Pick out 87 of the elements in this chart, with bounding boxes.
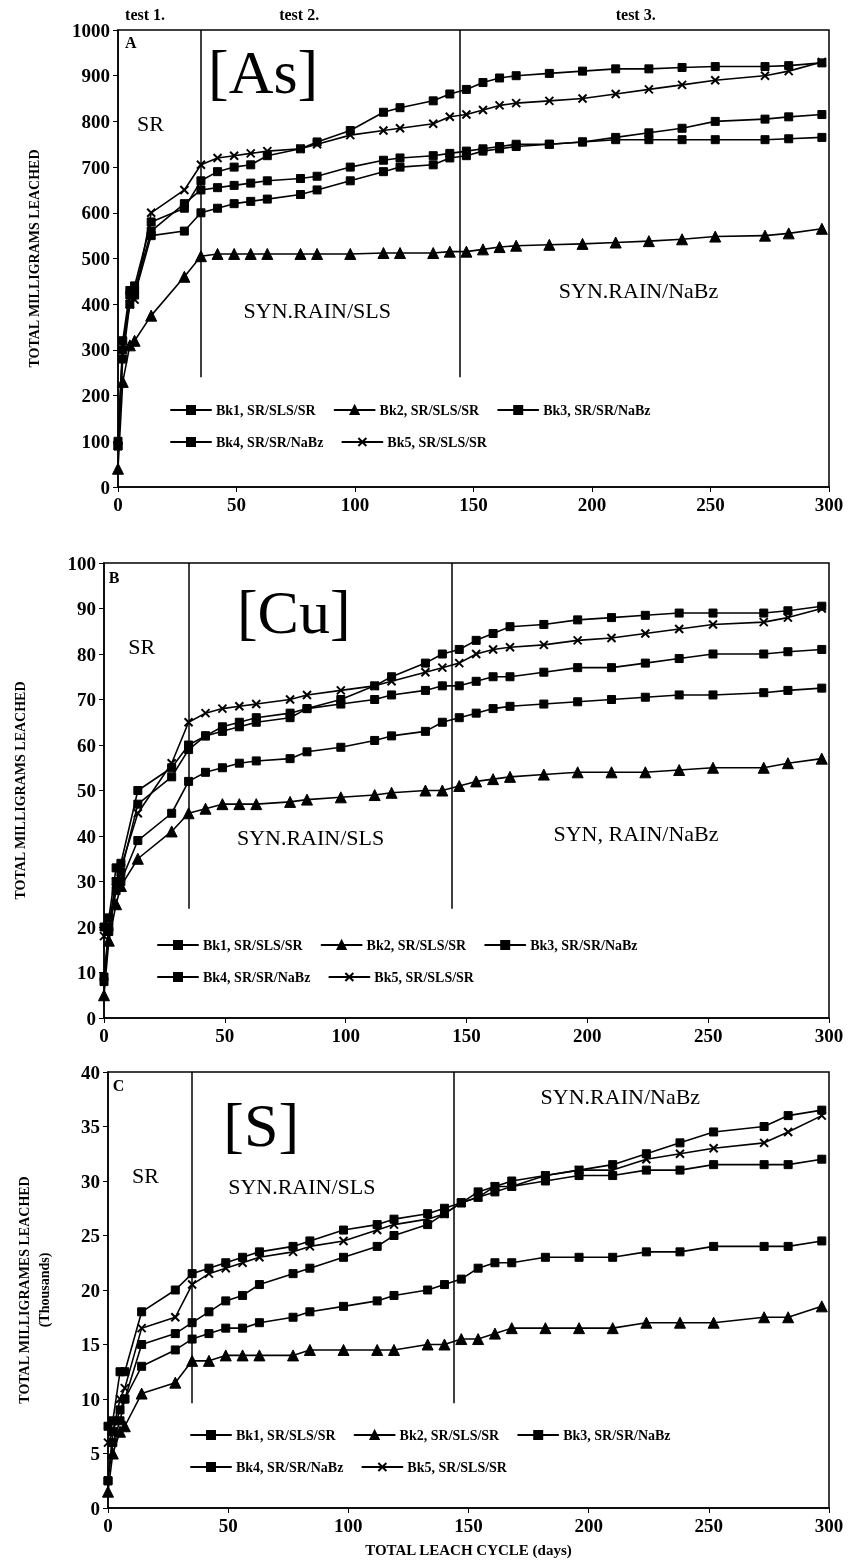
y-tick-label: 600 <box>81 202 110 224</box>
text: test 2. <box>279 5 320 23</box>
y-tick-label: 10 <box>77 962 96 983</box>
text: test 3. <box>615 5 656 23</box>
y-tick-label: 15 <box>81 1334 100 1355</box>
x-tick-label: 100 <box>334 1515 363 1536</box>
y-tick-label: 35 <box>81 1116 100 1137</box>
annotation: SYN.RAIN/SLS <box>243 298 391 324</box>
annotation: SR <box>132 1163 160 1189</box>
legend-label: Bk1, SR/SLS/SR <box>216 402 317 418</box>
x-tick-label: 150 <box>459 494 488 515</box>
annotation: A <box>125 34 138 52</box>
y-tick-label: 200 <box>81 385 110 407</box>
x-tick-label: 200 <box>577 494 607 515</box>
y-axis-title: TOTAL MILLIGRAMS LEACHED <box>26 149 42 368</box>
y-tick-label: 900 <box>81 65 110 87</box>
legend-label: Bk3, SR/SR/NaBz <box>543 402 651 418</box>
legend-label: Bk2, SR/SLS/SR <box>366 937 468 953</box>
legend-label: Bk1, SR/SLS/SR <box>203 937 304 953</box>
legend-label: Bk3, SR/SR/NaBz <box>563 1427 671 1443</box>
x-tick-label: 300 <box>814 494 844 515</box>
y-tick-label: 0 <box>86 1007 96 1029</box>
y-axis-title: TOTAL MILLIGRAMES LEACHED (Thousands) <box>16 1176 53 1404</box>
y-tick-label: 0 <box>100 476 110 498</box>
y-tick-label: 90 <box>77 598 96 619</box>
annotation: SYN, RAIN/NaBz <box>553 820 719 846</box>
annotation: SYN.RAIN/NaBz <box>540 1083 701 1109</box>
y-tick-label: 1000 <box>72 19 110 41</box>
y-axis-title: TOTAL MILLIGRAMS LEACHED <box>12 681 28 900</box>
annotation: [Cu] <box>236 578 351 647</box>
legend-label: Bk4, SR/SR/NaBz <box>203 969 311 985</box>
legend-label: Bk4, SR/SR/NaBz <box>236 1459 344 1475</box>
y-tick-label: 400 <box>81 293 110 315</box>
y-tick-label: 100 <box>67 552 96 574</box>
x-tick-label: 250 <box>693 1025 723 1046</box>
x-tick-label: 300 <box>814 1025 844 1046</box>
y-tick-label: 40 <box>81 1061 100 1083</box>
y-tick-label: 40 <box>77 825 96 847</box>
legend-label: Bk4, SR/SR/NaBz <box>216 434 324 450</box>
legend-label: Bk5, SR/SLS/SR <box>387 434 488 450</box>
y-tick-label: 300 <box>81 339 110 361</box>
x-tick-label: 200 <box>574 1515 603 1536</box>
x-tick-label: 150 <box>452 1025 481 1046</box>
annotation: SYN.RAIN/SLS <box>236 825 385 851</box>
annotation: SR <box>136 110 165 136</box>
x-tick-label: 150 <box>454 1515 483 1536</box>
x-tick-label: 50 <box>227 494 246 515</box>
y-tick-label: 5 <box>90 1443 100 1464</box>
x-axis-title: TOTAL LEACH CYCLE (days) <box>365 1541 572 1559</box>
x-tick-label: 100 <box>331 1025 360 1046</box>
x-tick-label: 0 <box>113 494 123 515</box>
x-tick-label: 250 <box>696 494 725 515</box>
y-tick-label: 0 <box>90 1497 100 1519</box>
y-tick-label: 100 <box>81 430 110 452</box>
annotation: [As] <box>208 38 319 107</box>
y-tick-label: 20 <box>81 1279 100 1301</box>
y-tick-label: 30 <box>81 1170 100 1192</box>
y-tick-label: 700 <box>81 156 110 178</box>
annotation: C <box>112 1076 125 1094</box>
legend-label: Bk2, SR/SLS/SR <box>399 1427 501 1443</box>
annotation: SR <box>128 634 156 660</box>
y-tick-label: 80 <box>77 643 96 665</box>
x-tick-label: 300 <box>814 1515 844 1536</box>
y-tick-label: 50 <box>77 780 96 801</box>
y-tick-label: 70 <box>77 689 96 710</box>
x-tick-label: 50 <box>218 1515 238 1536</box>
x-tick-label: 100 <box>340 494 370 515</box>
y-tick-label: 10 <box>81 1388 100 1410</box>
y-tick-label: 25 <box>81 1225 100 1246</box>
x-tick-label: 250 <box>694 1515 724 1536</box>
annotation: [S] <box>223 1090 300 1159</box>
x-tick-label: 50 <box>215 1025 235 1046</box>
legend-label: Bk5, SR/SLS/SR <box>407 1459 508 1475</box>
y-tick-label: 30 <box>77 871 96 892</box>
legend-label: Bk5, SR/SLS/SR <box>374 969 475 985</box>
text: test 1. <box>125 5 166 23</box>
legend-label: Bk1, SR/SLS/SR <box>236 1427 337 1443</box>
y-tick-label: 20 <box>77 916 96 938</box>
y-tick-label: 500 <box>81 248 110 269</box>
annotation: B <box>108 569 120 587</box>
annotation: SYN.RAIN/SLS <box>228 1174 376 1200</box>
x-tick-label: 200 <box>573 1025 602 1046</box>
y-tick-label: 800 <box>81 110 110 132</box>
legend-label: Bk3, SR/SR/NaBz <box>530 937 638 953</box>
annotation: SYN.RAIN/NaBz <box>558 277 719 303</box>
y-tick-label: 60 <box>77 734 96 756</box>
legend-label: Bk2, SR/SLS/SR <box>379 402 481 418</box>
